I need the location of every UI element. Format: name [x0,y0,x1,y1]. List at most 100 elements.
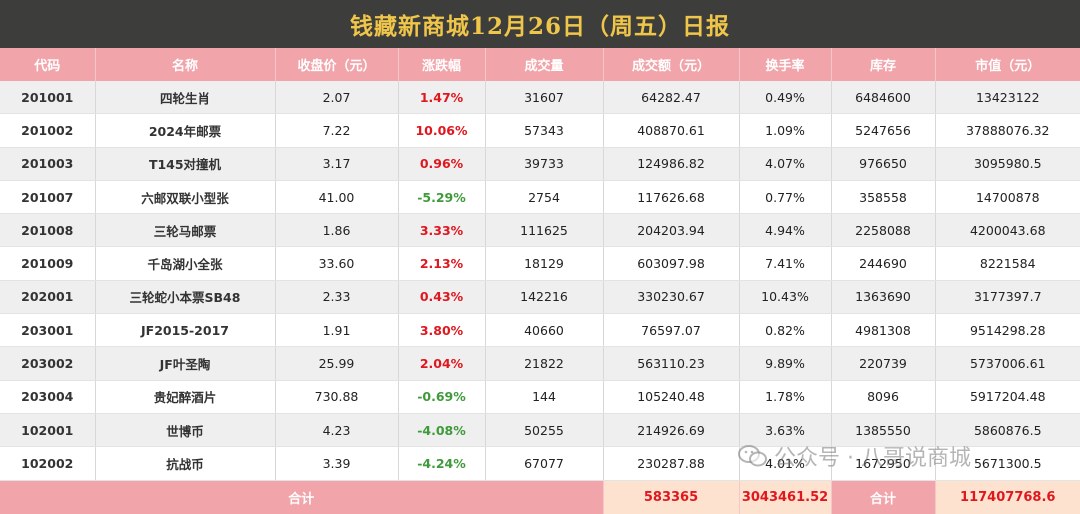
row-mktcap: 9514298.28 [935,313,1080,348]
row-volume: 57343 [485,113,604,148]
row-name: 千岛湖小全张 [95,246,276,281]
totals-label-2: 合计 [831,480,936,514]
row-stock: 220739 [831,346,936,381]
row-turnover: 4.07% [739,147,832,181]
row-stock: 1385550 [831,413,936,448]
table-row: 201007 六邮双联小型张 41.00 -5.29% 2754 117626.68 0.7… [0,180,1080,215]
row-name: 三轮蛇小本票SB48 [95,280,276,315]
row-close: 2.33 [275,280,399,315]
row-name: T145对撞机 [95,147,276,181]
row-code: 102002 [0,446,96,481]
row-amount: 603097.98 [603,246,740,281]
row-change: -5.29% [398,180,486,215]
totals-amount: 3043461.52 [739,480,832,514]
row-stock: 244690 [831,246,936,281]
row-volume: 40660 [485,313,604,348]
row-volume: 21822 [485,346,604,381]
row-stock: 976650 [831,147,936,181]
row-close: 1.91 [275,313,399,348]
header-turnover: 换手率 [739,48,832,81]
table-row: 203004 贵妃醉酒片 730.88 -0.69% 144 105240.48 1.78%… [0,380,1080,414]
row-close: 3.39 [275,446,399,481]
totals-label: 合计 [0,480,604,514]
row-mktcap: 37888076.32 [935,113,1080,148]
row-amount: 124986.82 [603,147,740,181]
row-turnover: 4.94% [739,213,832,248]
table-row: 203002 JF叶圣陶 25.99 2.04% 21822 563110.23 9.89%… [0,346,1080,381]
row-code: 203002 [0,346,96,381]
table-row: 201002 2024年邮票 7.22 10.06% 57343 408870.61 1.0… [0,113,1080,148]
row-mktcap: 8221584 [935,246,1080,281]
row-turnover: 1.78% [739,380,832,414]
row-stock: 2258088 [831,213,936,248]
row-stock: 5247656 [831,113,936,148]
row-volume: 2754 [485,180,604,215]
row-amount: 230287.88 [603,446,740,481]
row-change: 0.96% [398,147,486,181]
row-volume: 67077 [485,446,604,481]
row-name: 抗战币 [95,446,276,481]
row-code: 201001 [0,81,96,115]
row-stock: 1672950 [831,446,936,481]
row-volume: 111625 [485,213,604,248]
row-mktcap: 5737006.61 [935,346,1080,381]
row-name: 三轮马邮票 [95,213,276,248]
row-turnover: 1.09% [739,113,832,148]
row-code: 202001 [0,280,96,315]
row-close: 4.23 [275,413,399,448]
daily-report-table: 代码 名称 收盘价（元） 涨跌幅 成交量 成交额（元） 换手率 库存 市值（元）… [0,48,1080,514]
row-change: -4.24% [398,446,486,481]
row-turnover: 4.01% [739,446,832,481]
row-volume: 144 [485,380,604,414]
row-change: 10.06% [398,113,486,148]
row-code: 203004 [0,380,96,414]
header-stock: 库存 [831,48,936,81]
row-turnover: 7.41% [739,246,832,281]
row-stock: 1363690 [831,280,936,315]
table-row: 102002 抗战币 3.39 -4.24% 67077 230287.88 4.01% 16… [0,446,1080,481]
row-amount: 76597.07 [603,313,740,348]
totals-mktcap: 117407768.6 [935,480,1080,514]
totals-volume: 583365 [603,480,740,514]
row-amount: 204203.94 [603,213,740,248]
row-stock: 4981308 [831,313,936,348]
table-row: 202001 三轮蛇小本票SB48 2.33 0.43% 142216 330230.67… [0,280,1080,315]
row-close: 2.07 [275,81,399,115]
row-amount: 64282.47 [603,81,740,115]
table-row: 203001 JF2015-2017 1.91 3.80% 40660 76597.07 0… [0,313,1080,348]
header-amount: 成交额（元） [603,48,740,81]
row-stock: 8096 [831,380,936,414]
row-volume: 50255 [485,413,604,448]
row-mktcap: 5860876.5 [935,413,1080,448]
row-code: 102001 [0,413,96,448]
row-change: -0.69% [398,380,486,414]
table-row: 102001 世博币 4.23 -4.08% 50255 214926.69 3.63% 13… [0,413,1080,448]
row-amount: 117626.68 [603,180,740,215]
row-name: 世博币 [95,413,276,448]
row-change: 2.04% [398,346,486,381]
table-row: 201009 千岛湖小全张 33.60 2.13% 18129 603097.98 7.41… [0,246,1080,281]
row-name: 贵妃醉酒片 [95,380,276,414]
row-mktcap: 14700878 [935,180,1080,215]
row-mktcap: 4200043.68 [935,213,1080,248]
header-close: 收盘价（元） [275,48,399,81]
row-code: 203001 [0,313,96,348]
row-close: 33.60 [275,246,399,281]
row-change: 1.47% [398,81,486,115]
row-code: 201008 [0,213,96,248]
title-bar: 钱藏新商城12月26日（周五）日报 [0,0,1080,48]
header-mktcap: 市值（元） [935,48,1080,81]
row-name: JF叶圣陶 [95,346,276,381]
row-mktcap: 5671300.5 [935,446,1080,481]
row-volume: 142216 [485,280,604,315]
row-name: 四轮生肖 [95,81,276,115]
row-stock: 358558 [831,180,936,215]
header-code: 代码 [0,48,96,81]
row-amount: 330230.67 [603,280,740,315]
row-change: 2.13% [398,246,486,281]
row-name: 2024年邮票 [95,113,276,148]
row-volume: 39733 [485,147,604,181]
row-volume: 31607 [485,81,604,115]
row-change: 0.43% [398,280,486,315]
row-mktcap: 3177397.7 [935,280,1080,315]
